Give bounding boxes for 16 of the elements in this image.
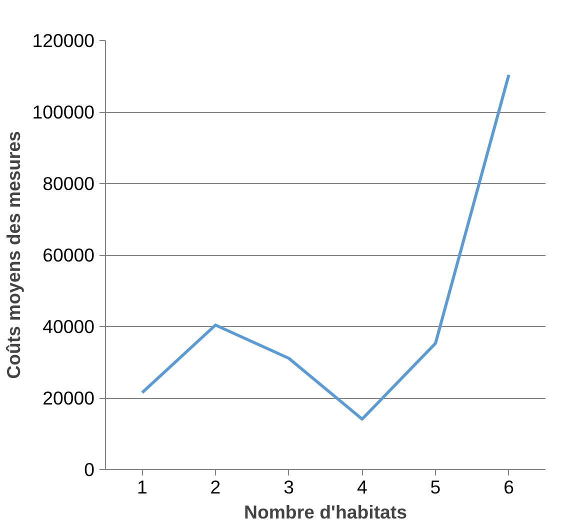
y-tick-label: 60000 bbox=[42, 244, 95, 266]
x-tick-label: 3 bbox=[284, 476, 294, 498]
x-tick-label: 4 bbox=[356, 476, 368, 498]
y-tick-label: 20000 bbox=[42, 388, 95, 408]
y-tick-label: 80000 bbox=[42, 173, 95, 194]
y-tick-label: 100000 bbox=[32, 102, 95, 122]
x-tick-label: 1 bbox=[136, 476, 148, 498]
y-tick-label: 120000 bbox=[32, 30, 95, 51]
x-axis-title: Nombre d'habitats bbox=[244, 502, 408, 522]
y-tick-label: 40000 bbox=[42, 316, 95, 337]
x-tick-label: 5 bbox=[430, 476, 441, 498]
y-axis-title: Coûts moyens des mesures bbox=[3, 131, 24, 379]
x-tick-label: 2 bbox=[210, 476, 221, 498]
y-tick-label: 0 bbox=[84, 459, 95, 480]
x-tick-label: 6 bbox=[504, 476, 514, 498]
line-series bbox=[140, 73, 510, 421]
